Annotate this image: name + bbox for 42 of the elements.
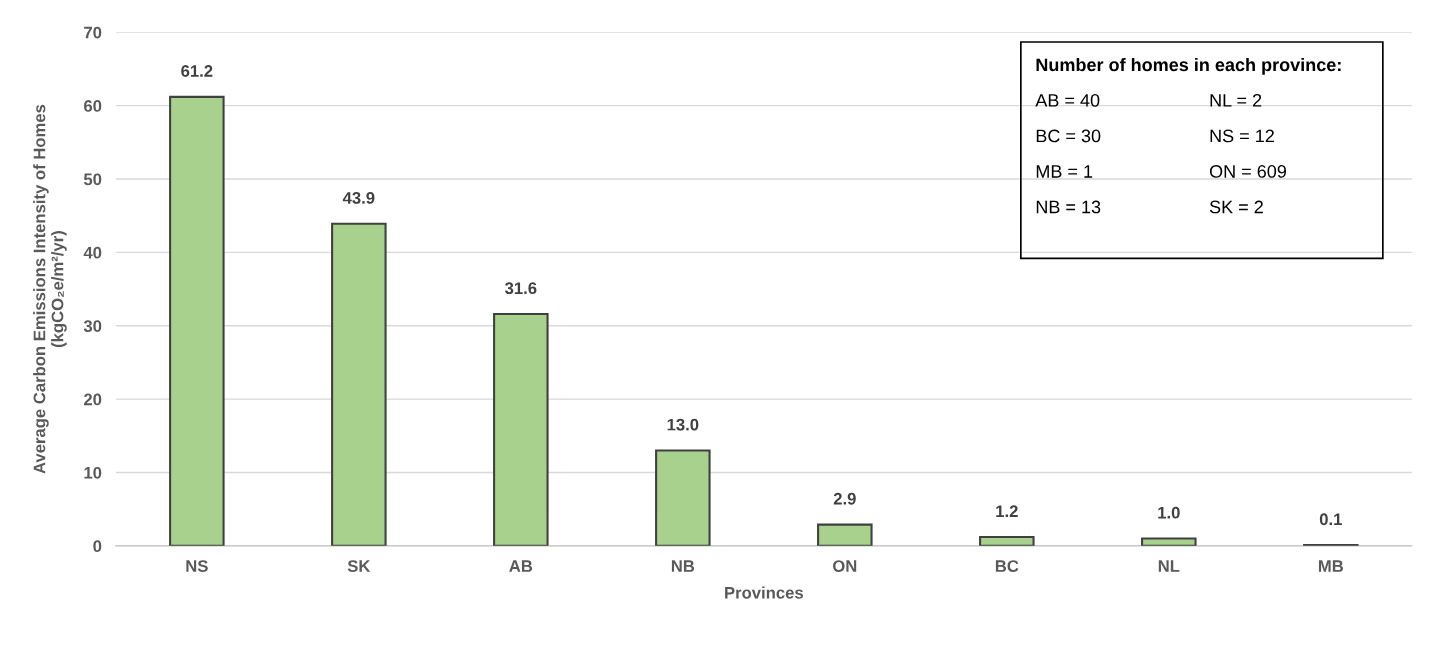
x-axis-title: Provinces [725, 586, 803, 599]
y-tick-label: 30 [83, 320, 102, 332]
bar [817, 523, 873, 546]
annotation: NB = 13 [1036, 200, 1101, 214]
bar [169, 95, 225, 546]
data-label: 13.0 [667, 418, 699, 431]
data-label: 61.2 [181, 65, 213, 77]
x-tick-label: AB [509, 560, 533, 572]
bar [655, 449, 711, 546]
annotation: ON = 609 [1209, 165, 1287, 178]
data-label: 43.9 [342, 192, 375, 204]
x-tick-label: NS [186, 560, 208, 572]
x-tick-label: NB [671, 560, 695, 572]
annotation: BC = 30 [1036, 129, 1101, 143]
y-tick-label: 50 [83, 173, 102, 186]
y-tick-label: 0 [93, 540, 102, 553]
y-tick-label: 60 [84, 100, 102, 112]
data-label: 2.9 [833, 492, 856, 505]
annotation: MB = 1 [1036, 165, 1093, 178]
x-tick-label: NL [1158, 560, 1180, 572]
y-tick-label: 40 [83, 246, 102, 259]
bar [979, 536, 1035, 546]
annotation: Number of homes in each province: [1036, 57, 1341, 75]
data-label: 0.1 [1319, 513, 1342, 526]
annotation: NL = 2 [1210, 93, 1262, 107]
x-tick-label: MB [1318, 560, 1343, 572]
x-tick-label: ON [833, 560, 857, 572]
y-tick-label: 10 [84, 466, 102, 479]
bar [493, 312, 549, 546]
data-label: 31.6 [504, 282, 537, 295]
bar [331, 222, 387, 546]
bar [1141, 537, 1197, 546]
data-label: 1.0 [1158, 506, 1180, 519]
y-axis-title: Average Carbon Emissions Intensity of Homes (kgCO₂e/m²/yr) [33, 104, 67, 474]
data-label: 1.2 [996, 505, 1018, 517]
x-tick-label: BC [995, 560, 1019, 572]
annotation: NS = 12 [1210, 129, 1274, 143]
y-tick-label: 20 [83, 393, 102, 406]
y-tick-label: 70 [84, 26, 102, 39]
annotation: AB = 40 [1035, 93, 1100, 107]
x-tick-label: SK [347, 560, 371, 572]
annotation: SK = 2 [1209, 200, 1263, 214]
